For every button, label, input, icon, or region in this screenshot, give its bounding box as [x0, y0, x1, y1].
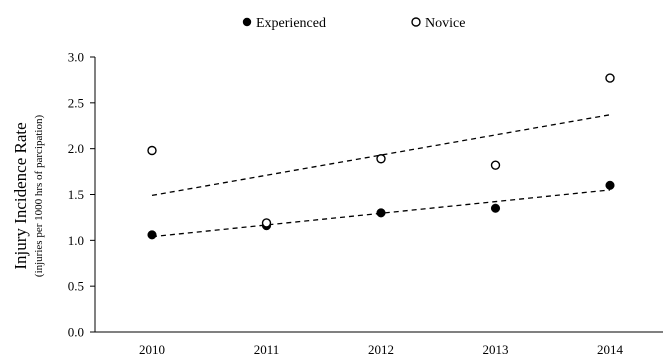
y-axis-sublabel: (injuries per 1000 hrs of parcipation) — [33, 115, 45, 278]
y-axis-label: Injury Incidence Rate — [11, 122, 30, 269]
x-tick-labels: 2010 2011 2012 2013 2014 — [139, 342, 624, 357]
point-experienced-2014 — [605, 180, 615, 190]
point-experienced-2012 — [376, 208, 386, 218]
x-tick-label: 2014 — [597, 342, 624, 357]
legend-marker-experienced — [242, 17, 252, 27]
y-axis-title: Injury Incidence Rate (injuries per 1000… — [11, 115, 45, 278]
x-tick-label: 2012 — [368, 342, 394, 357]
legend-label-experienced: Experienced — [256, 16, 326, 31]
legend-label-novice: Novice — [425, 16, 465, 31]
x-tick-label: 2010 — [139, 342, 165, 357]
x-tick-label: 2013 — [483, 342, 509, 357]
trendlines — [151, 114, 611, 238]
legend-marker-novice — [411, 17, 421, 27]
trendline-novice — [151, 114, 611, 197]
y-tick-label: 3.0 — [68, 50, 84, 65]
y-tick-label: 1.5 — [68, 187, 84, 202]
point-experienced-2013 — [490, 203, 501, 213]
y-tick-labels: 0.0 0.5 1.0 1.5 2.0 2.5 3.0 — [68, 50, 84, 340]
data-points — [147, 73, 615, 240]
point-novice-2011 — [261, 218, 272, 228]
axes — [90, 56, 663, 333]
point-novice-2014 — [605, 73, 615, 83]
trendline-experienced — [151, 189, 611, 238]
point-experienced-2010 — [147, 230, 157, 240]
x-tick-label: 2011 — [254, 342, 280, 357]
y-tick-label: 0.5 — [68, 279, 84, 294]
legend: Experienced Novice — [242, 16, 465, 31]
point-novice-2013 — [490, 160, 501, 170]
y-tick-label: 2.0 — [68, 141, 84, 156]
y-tick-label: 1.0 — [68, 233, 84, 248]
y-tick-label: 2.5 — [68, 95, 84, 110]
point-novice-2010 — [147, 145, 157, 156]
y-tick-label: 0.0 — [68, 325, 84, 340]
point-novice-2012 — [376, 154, 386, 164]
